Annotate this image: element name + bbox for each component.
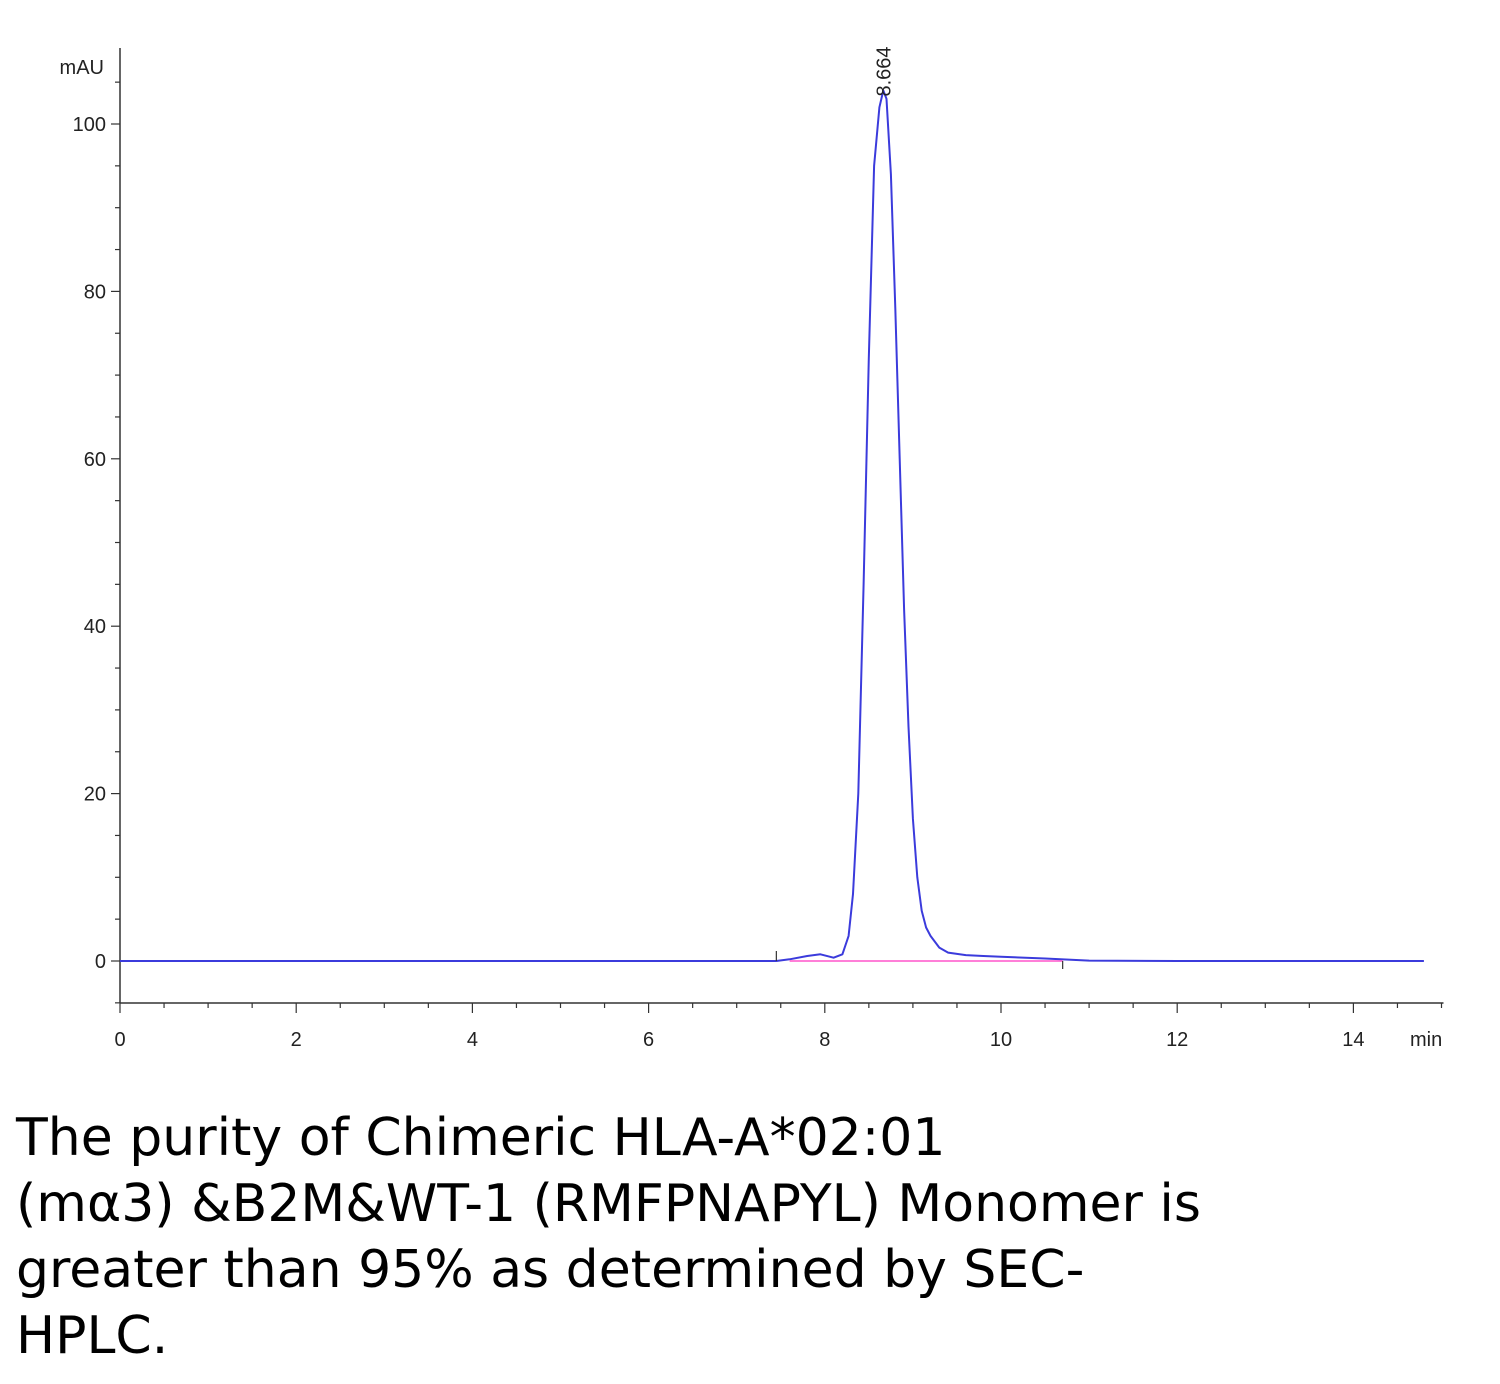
x-tick-label: 4: [467, 1029, 478, 1051]
x-tick-label: 2: [291, 1029, 302, 1051]
y-tick-label: 80: [84, 281, 106, 303]
x-tick-label: 12: [1166, 1029, 1188, 1051]
y-axis-label: mAU: [60, 57, 104, 79]
x-axis-label: min: [1410, 1029, 1442, 1051]
x-tick-label: 14: [1342, 1029, 1364, 1051]
axes: [119, 48, 1444, 1004]
tick-labels: 0 20 40 60 80 100 0 2 4 6 8 10 12 14: [73, 114, 1365, 1051]
y-tick-label: 40: [84, 616, 106, 638]
caption: The purity of Chimeric HLA-A*02:01 (mα3)…: [16, 1105, 1356, 1369]
x-tick-label: 6: [643, 1029, 654, 1051]
chromatogram-chart: 0 20 40 60 80 100 0 2 4 6 8 10 12 14 mAU min 8.664: [60, 46, 1444, 1051]
chart-series: [120, 89, 1424, 969]
caption-line-4: HPLC.: [16, 1306, 169, 1366]
caption-line-3: greater than 95% as determined by SEC-: [16, 1240, 1085, 1300]
x-tick-label: 0: [114, 1029, 125, 1051]
x-tick-label: 8: [819, 1029, 830, 1051]
chromatogram-trace: [120, 89, 1424, 962]
caption-line-2: (mα3) &B2M&WT-1 (RMFPNAPYL) Monomer is: [16, 1174, 1201, 1234]
peak-retention-label: 8.664: [873, 46, 895, 96]
y-tick-label: 0: [95, 951, 106, 973]
y-tick-label: 20: [84, 784, 106, 806]
y-tick-label: 100: [73, 114, 106, 136]
y-tick-label: 60: [84, 449, 106, 471]
axis-ticks: [111, 81, 1443, 1013]
caption-line-1: The purity of Chimeric HLA-A*02:01: [16, 1108, 946, 1168]
x-tick-label: 10: [990, 1029, 1012, 1051]
